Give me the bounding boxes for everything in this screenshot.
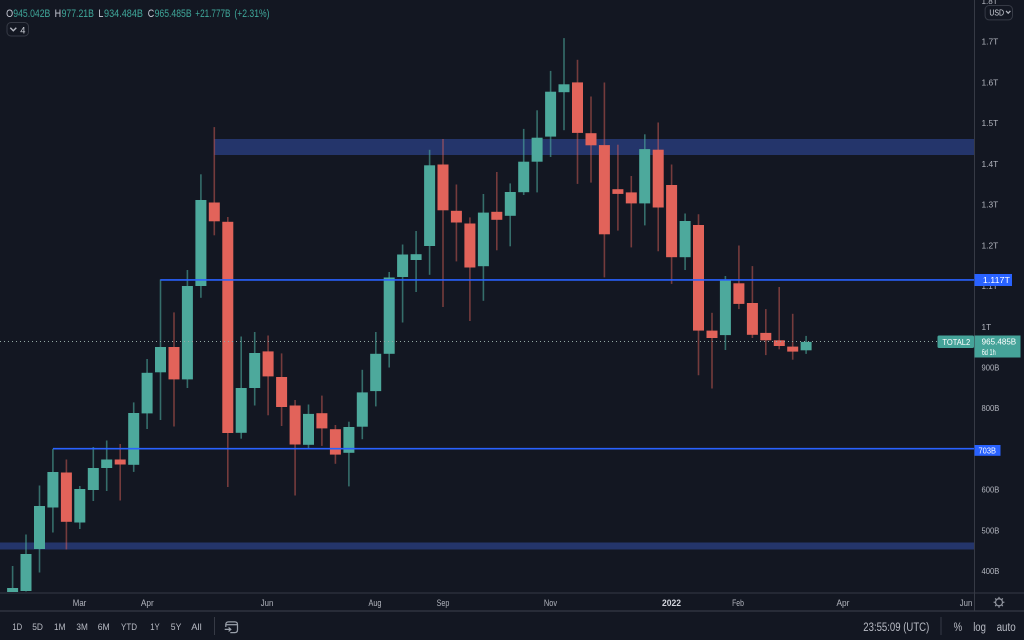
svg-text:Feb: Feb <box>732 597 744 608</box>
svg-text:1M: 1M <box>54 622 66 633</box>
svg-text:+21.777B: +21.777B <box>195 8 230 20</box>
svg-text:YTD: YTD <box>121 622 137 633</box>
svg-text:All: All <box>191 622 202 633</box>
svg-text:2022: 2022 <box>662 598 681 609</box>
svg-text:400B: 400B <box>982 567 1000 576</box>
svg-text:6M: 6M <box>98 622 110 633</box>
svg-text:(+2.31%): (+2.31%) <box>234 8 269 20</box>
svg-text:1.7T: 1.7T <box>982 38 999 47</box>
svg-text:%: % <box>954 622 963 634</box>
svg-text:C: C <box>148 8 155 20</box>
svg-text:L: L <box>98 8 103 20</box>
svg-text:Mar: Mar <box>73 597 87 608</box>
svg-text:auto: auto <box>997 622 1016 634</box>
svg-text:4: 4 <box>20 26 25 37</box>
svg-text:Apr: Apr <box>141 597 154 608</box>
svg-text:977.21B: 977.21B <box>62 8 94 20</box>
svg-text:23:55:09 (UTC): 23:55:09 (UTC) <box>863 622 929 634</box>
svg-text:1.1T: 1.1T <box>982 282 998 291</box>
svg-text:934.484B: 934.484B <box>104 8 143 20</box>
svg-text:1.117T: 1.117T <box>983 275 1010 285</box>
svg-text:Nov: Nov <box>544 597 557 608</box>
svg-text:600B: 600B <box>982 486 1000 495</box>
svg-text:6d 1h: 6d 1h <box>982 348 996 357</box>
svg-text:Jun: Jun <box>960 597 973 608</box>
svg-text:3M: 3M <box>76 622 87 633</box>
svg-text:log: log <box>973 622 986 634</box>
svg-text:5Y: 5Y <box>171 622 182 633</box>
svg-text:1.5T: 1.5T <box>982 119 999 128</box>
svg-text:800B: 800B <box>982 404 1000 413</box>
svg-text:1Y: 1Y <box>150 622 160 633</box>
svg-text:5D: 5D <box>32 622 43 633</box>
svg-text:TOTAL2: TOTAL2 <box>942 338 970 347</box>
svg-text:1.3T: 1.3T <box>982 201 999 210</box>
svg-text:965.485B: 965.485B <box>155 8 192 20</box>
svg-text:1T: 1T <box>982 323 992 332</box>
svg-text:1.2T: 1.2T <box>982 241 999 250</box>
svg-text:H: H <box>55 8 62 20</box>
svg-text:965.485B: 965.485B <box>982 338 1017 347</box>
svg-text:500B: 500B <box>982 526 1000 535</box>
svg-text:Apr: Apr <box>837 597 850 608</box>
svg-text:USD: USD <box>989 7 1004 17</box>
svg-text:1D: 1D <box>12 622 22 633</box>
svg-text:O: O <box>6 8 13 20</box>
svg-text:Sep: Sep <box>437 597 450 608</box>
svg-text:1.4T: 1.4T <box>982 160 999 169</box>
svg-text:703B: 703B <box>979 445 997 455</box>
svg-text:1.6T: 1.6T <box>982 78 999 87</box>
svg-text:945.042B: 945.042B <box>13 8 50 20</box>
svg-text:Aug: Aug <box>369 597 382 608</box>
svg-text:1.8T: 1.8T <box>982 0 998 6</box>
svg-text:Jun: Jun <box>261 597 274 608</box>
svg-text:900B: 900B <box>982 364 1000 373</box>
